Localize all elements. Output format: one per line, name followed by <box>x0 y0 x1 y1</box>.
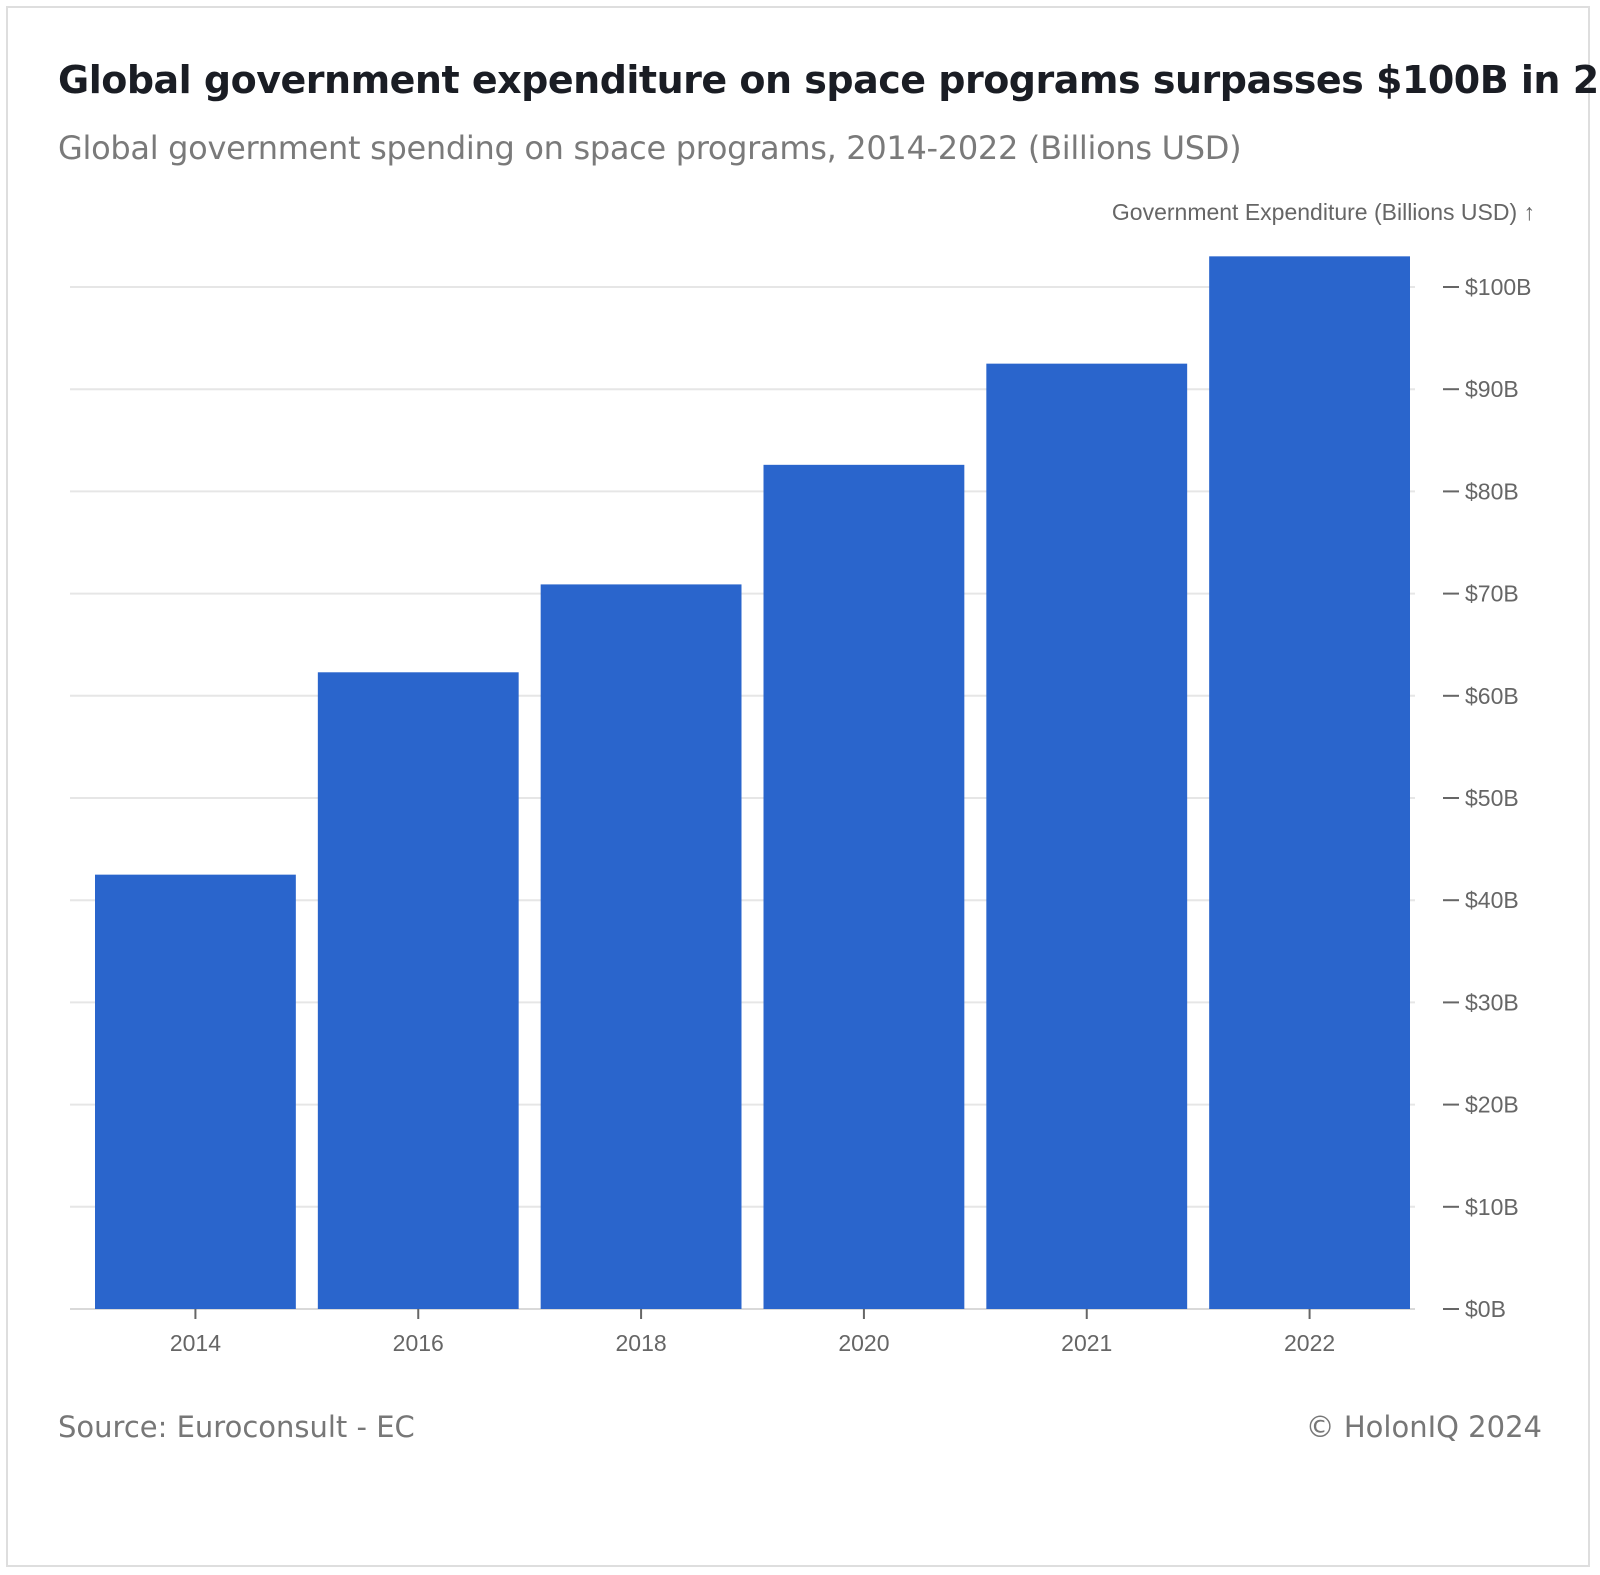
chart-subtitle: Global government spending on space prog… <box>58 129 1242 167</box>
x-tick-label: 2021 <box>1061 1330 1112 1356</box>
bar-layer <box>95 256 1410 1310</box>
y-tick-label: $90B <box>1465 376 1519 402</box>
bar-2021 <box>986 363 1188 1309</box>
axis-layer: $0B $10B $20B $30B $40B $50B $60B $70B $80B $90B $… <box>170 274 1532 1356</box>
y-tick-label: $30B <box>1465 989 1519 1015</box>
x-tick-label: 2018 <box>615 1330 666 1356</box>
y-tick-label: $60B <box>1465 683 1519 709</box>
y-tick-label: $0B <box>1465 1296 1506 1322</box>
source-note: Source: Euroconsult - EC <box>58 1410 415 1444</box>
x-tick-label: 2022 <box>1284 1330 1335 1356</box>
bar-2020 <box>763 464 965 1309</box>
bar-2016 <box>317 672 519 1309</box>
bar-2014 <box>95 874 296 1309</box>
y-tick-label: $10B <box>1465 1194 1519 1220</box>
y-tick-label: $70B <box>1465 581 1519 607</box>
x-tick-label: 2016 <box>393 1330 444 1356</box>
y-tick-label: $40B <box>1465 887 1519 913</box>
y-tick-label: $80B <box>1465 478 1519 504</box>
y-tick-label: $50B <box>1465 785 1519 811</box>
x-tick-label: 2020 <box>838 1330 889 1356</box>
copyright-note: © HolonIQ 2024 <box>1305 1410 1542 1444</box>
y-axis-label: Government Expenditure (Billions USD) ↑ <box>1112 199 1535 225</box>
y-tick-label: $20B <box>1465 1092 1519 1118</box>
y-tick-label: $100B <box>1465 274 1532 300</box>
x-tick-label: 2014 <box>170 1330 221 1356</box>
chart-title: Global government expenditure on space p… <box>58 58 1600 102</box>
bar-2022 <box>1209 256 1410 1310</box>
bar-2018 <box>540 584 742 1309</box>
